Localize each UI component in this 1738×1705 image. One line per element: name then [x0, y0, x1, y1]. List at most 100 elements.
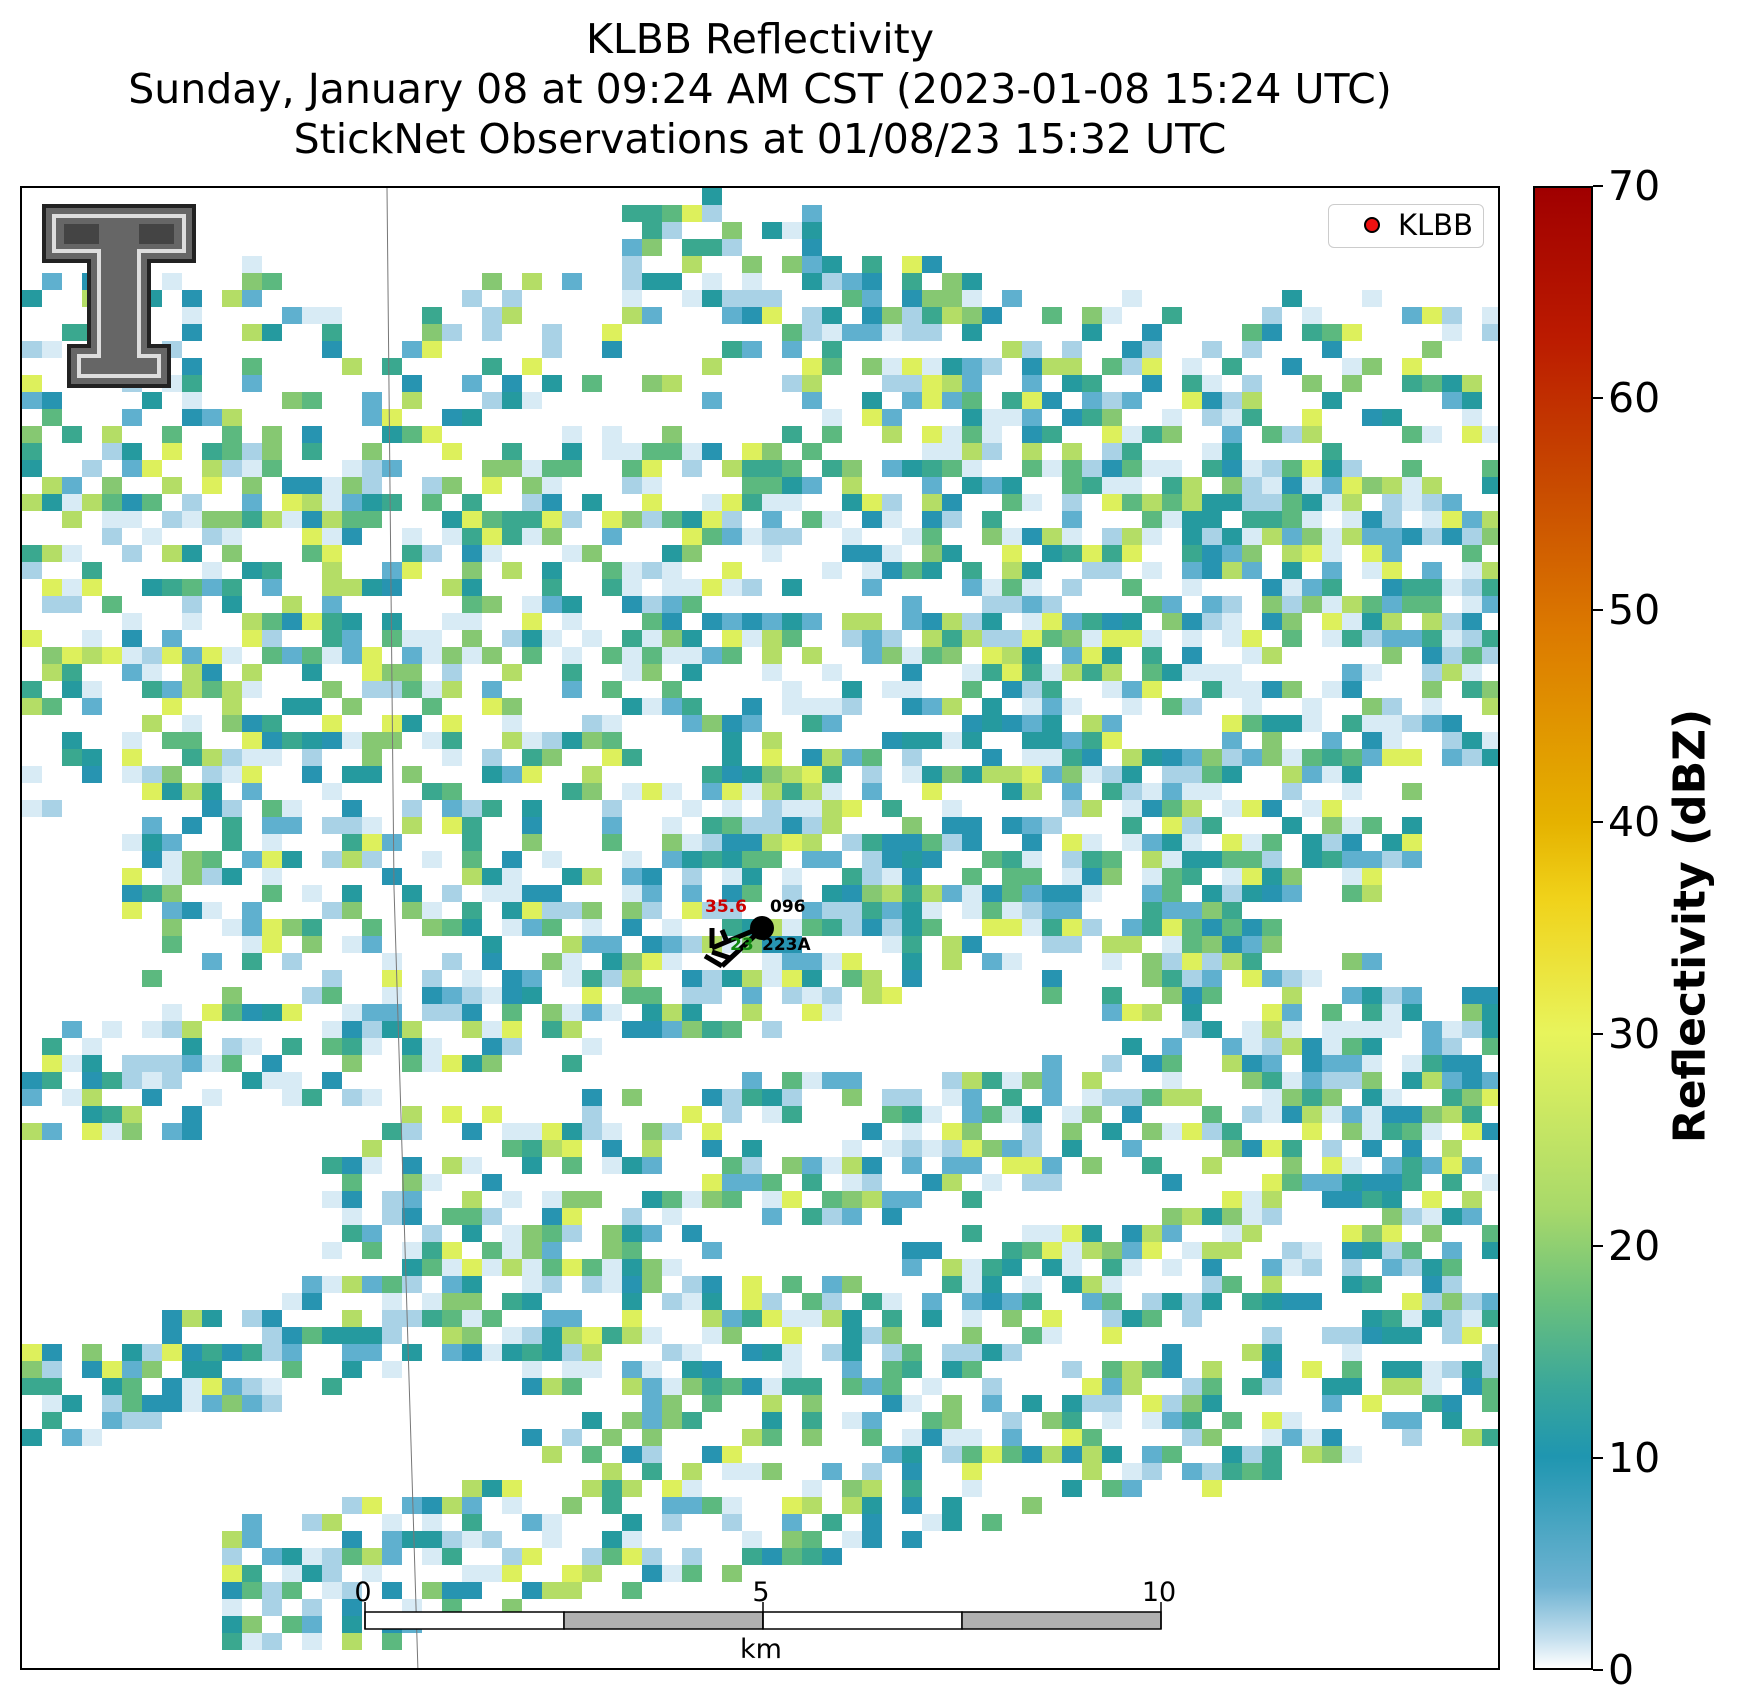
reflectivity-cell [1162, 817, 1182, 834]
reflectivity-cell [462, 919, 482, 936]
reflectivity-cell [162, 1021, 182, 1038]
reflectivity-cell [742, 477, 762, 494]
reflectivity-cell [462, 1565, 482, 1582]
reflectivity-cell [1482, 987, 1498, 1004]
reflectivity-cell [822, 409, 842, 426]
radar-map[interactable] [20, 186, 1500, 1670]
reflectivity-cell [722, 834, 742, 851]
reflectivity-cell [1402, 426, 1422, 443]
reflectivity-cell [682, 545, 702, 562]
reflectivity-cell [242, 443, 262, 460]
reflectivity-cell [1102, 1123, 1122, 1140]
reflectivity-cell [902, 460, 922, 477]
reflectivity-cell [562, 936, 582, 953]
reflectivity-cell [922, 732, 942, 749]
reflectivity-cell [482, 460, 502, 477]
reflectivity-cell [822, 1344, 842, 1361]
reflectivity-cell [1202, 613, 1222, 630]
reflectivity-cell [282, 596, 302, 613]
reflectivity-cell [282, 817, 302, 834]
reflectivity-cell [1142, 1157, 1162, 1174]
reflectivity-cell [1322, 1004, 1342, 1021]
reflectivity-cell [1082, 1157, 1102, 1174]
reflectivity-cell [342, 1361, 362, 1378]
reflectivity-cell [1262, 1089, 1282, 1106]
reflectivity-cell [722, 647, 742, 664]
reflectivity-cell [482, 511, 502, 528]
reflectivity-cell [1082, 1378, 1102, 1395]
reflectivity-cell [1302, 800, 1322, 817]
reflectivity-cell [622, 1242, 642, 1259]
reflectivity-cell [382, 1208, 402, 1225]
reflectivity-cell [642, 1191, 662, 1208]
reflectivity-cell [1182, 1310, 1202, 1327]
reflectivity-cell [1342, 1259, 1362, 1276]
reflectivity-cell [1482, 477, 1498, 494]
reflectivity-cell [642, 1463, 662, 1480]
reflectivity-cell [302, 1276, 322, 1293]
reflectivity-cell [382, 1191, 402, 1208]
reflectivity-cell [1002, 1293, 1022, 1310]
reflectivity-cell [1462, 1055, 1482, 1072]
reflectivity-cell [1322, 834, 1342, 851]
reflectivity-cell [1402, 1361, 1422, 1378]
reflectivity-cell [522, 1429, 542, 1446]
reflectivity-cell [1022, 460, 1042, 477]
reflectivity-cell [262, 1344, 282, 1361]
reflectivity-cell [662, 630, 682, 647]
reflectivity-cell [1482, 698, 1498, 715]
reflectivity-cell [282, 1616, 302, 1633]
reflectivity-cell [1122, 579, 1142, 596]
reflectivity-cell [582, 1191, 602, 1208]
reflectivity-cell [522, 902, 542, 919]
reflectivity-cell [1222, 1038, 1242, 1055]
reflectivity-cell [762, 307, 782, 324]
reflectivity-cell [682, 868, 702, 885]
reflectivity-cell [222, 1633, 242, 1650]
reflectivity-cell [582, 1038, 602, 1055]
reflectivity-cell [702, 1276, 722, 1293]
reflectivity-cell [1482, 732, 1498, 749]
reflectivity-cell [662, 222, 682, 239]
reflectivity-cell [542, 1123, 562, 1140]
reflectivity-cell [1122, 681, 1142, 698]
reflectivity-cell [682, 647, 702, 664]
reflectivity-cell [242, 256, 262, 273]
reflectivity-cell [1162, 1038, 1182, 1055]
reflectivity-cell [542, 1276, 562, 1293]
reflectivity-cell [1282, 358, 1302, 375]
reflectivity-cell [1222, 1140, 1242, 1157]
reflectivity-cell [162, 1072, 182, 1089]
reflectivity-cell [802, 1208, 822, 1225]
reflectivity-cell [1102, 528, 1122, 545]
reflectivity-cell [562, 443, 582, 460]
reflectivity-cell [442, 324, 462, 341]
reflectivity-cell [1122, 392, 1142, 409]
reflectivity-cell [662, 375, 682, 392]
reflectivity-cell [1262, 732, 1282, 749]
reflectivity-cell [802, 987, 822, 1004]
reflectivity-cell [1202, 409, 1222, 426]
reflectivity-cell [482, 749, 502, 766]
reflectivity-cell [882, 1378, 902, 1395]
reflectivity-cell [902, 528, 922, 545]
reflectivity-cell [1202, 460, 1222, 477]
reflectivity-cell [562, 681, 582, 698]
reflectivity-cell [1162, 885, 1182, 902]
reflectivity-cell [942, 443, 962, 460]
reflectivity-cell [1142, 749, 1162, 766]
reflectivity-cell [1382, 477, 1402, 494]
reflectivity-cell [322, 732, 342, 749]
reflectivity-cell [422, 1038, 442, 1055]
reflectivity-cell [1322, 545, 1342, 562]
reflectivity-cell [342, 1055, 362, 1072]
reflectivity-cell [1362, 987, 1382, 1004]
reflectivity-cell [1122, 817, 1142, 834]
reflectivity-cell [322, 341, 342, 358]
reflectivity-cell [562, 273, 582, 290]
reflectivity-cell [882, 987, 902, 1004]
reflectivity-cell [1022, 817, 1042, 834]
reflectivity-cell [1462, 1191, 1482, 1208]
reflectivity-cell [722, 902, 742, 919]
reflectivity-cell [22, 1123, 42, 1140]
